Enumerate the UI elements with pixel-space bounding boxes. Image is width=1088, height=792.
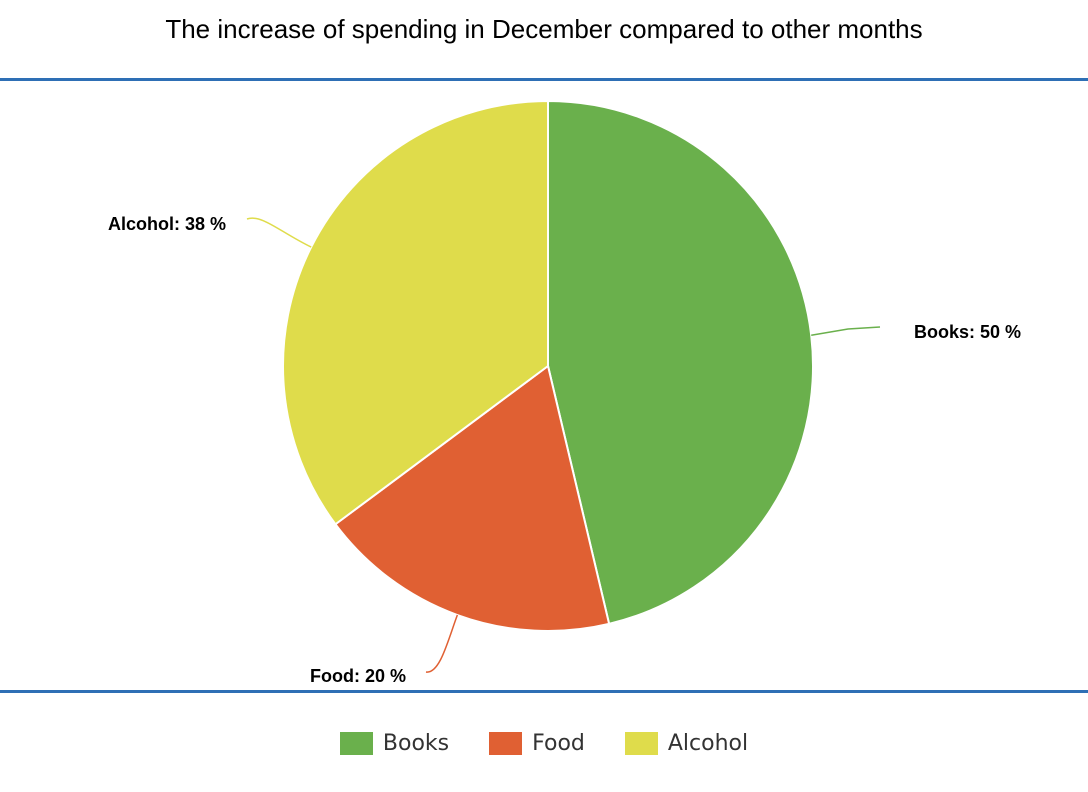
leader-line-alcohol [246,217,312,248]
pie-slice-books [547,100,814,625]
slice-label-food: Food: 20 % [310,666,406,686]
slice-label-books: Books: 50 % [914,322,1021,342]
legend-swatch-books [339,732,373,755]
legend-swatch-food [489,732,523,755]
pie-slice-food [334,365,611,632]
legend-item-alcohol[interactable]: Alcohol [624,731,749,756]
leader-line-books [811,326,881,336]
bottom-divider [0,690,1088,693]
slice-label-alcohol: Alcohol: 38 % [108,214,226,234]
legend-label-alcohol: Alcohol [667,731,749,756]
legend-item-books[interactable]: Books [339,731,450,756]
legend: Books Food Alcohol [0,731,1088,756]
chart-title: The increase of spending in December com… [165,14,923,44]
label-leader-lines [246,217,881,673]
legend-swatch-alcohol [624,732,658,755]
pie-slices [282,100,814,632]
leader-line-food [425,614,459,673]
legend-item-food[interactable]: Food [489,731,585,756]
legend-label-food: Food [532,731,585,756]
top-divider [0,78,1088,81]
legend-label-books: Books [382,731,450,756]
slice-labels: Books: 50 % Food: 20 % Alcohol: 38 % [108,214,1021,686]
